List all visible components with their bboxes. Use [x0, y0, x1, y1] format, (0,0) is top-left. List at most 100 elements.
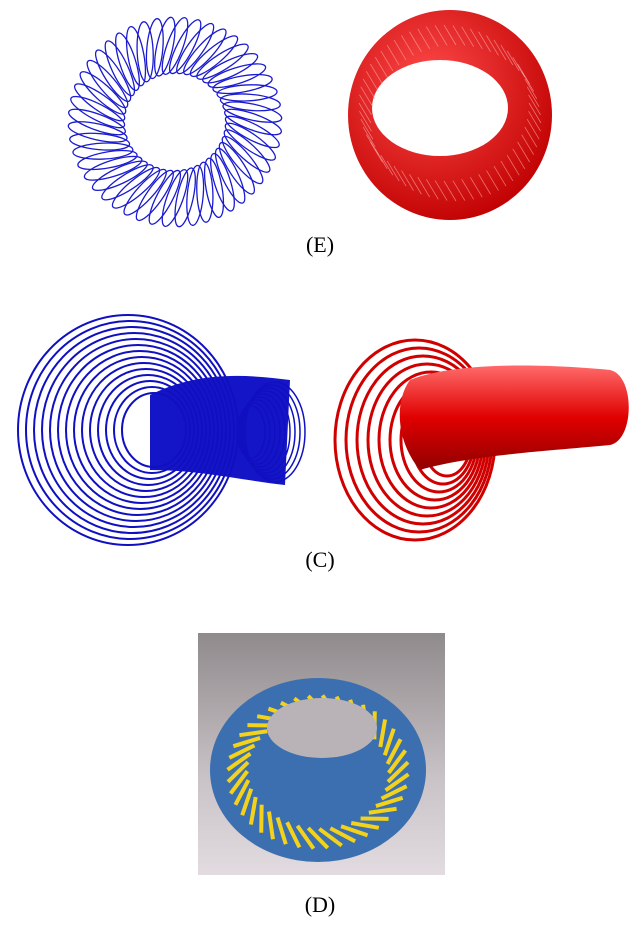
wire-ring [207, 63, 267, 89]
wire-ring [65, 350, 215, 510]
wire-ring [89, 368, 203, 492]
wire-ring [81, 362, 207, 498]
wire-ring [218, 141, 256, 195]
stripe [486, 35, 499, 56]
stripe [461, 26, 475, 47]
stripe [306, 826, 330, 850]
wire-ring [97, 374, 199, 486]
wire-ring [86, 59, 129, 109]
stripe [443, 24, 457, 46]
stripe [228, 743, 256, 760]
wire-ring [104, 40, 136, 97]
stripe [386, 44, 400, 66]
stripe [240, 788, 254, 816]
wire-ring [224, 122, 276, 161]
stripe [417, 176, 431, 198]
stripe [526, 119, 540, 140]
wire-ring [244, 381, 306, 483]
stripe [275, 816, 288, 845]
wire-ring [202, 53, 259, 84]
stripe [359, 110, 372, 132]
stripe [500, 160, 514, 182]
wire-ring [69, 132, 131, 151]
stripe [360, 119, 374, 140]
wire-ring [221, 135, 264, 185]
stripe [486, 170, 499, 191]
wire-ring [237, 402, 271, 462]
stripe [493, 165, 507, 187]
wire-ring [183, 28, 227, 76]
stripe [401, 35, 414, 56]
stripe [375, 795, 404, 809]
wire-ring [174, 167, 196, 228]
red-tube [399, 365, 629, 470]
stripe [370, 63, 383, 85]
wire-ring [242, 387, 296, 477]
stripe [368, 806, 397, 815]
stripe [239, 729, 268, 738]
photo-hole [267, 698, 377, 758]
wire-ring [236, 405, 266, 459]
panel-label: (D) [305, 892, 336, 917]
stripe [517, 141, 530, 163]
stripe [461, 179, 475, 200]
stripe [378, 719, 388, 748]
wire-ring [145, 18, 164, 80]
stripe [425, 26, 439, 47]
wire-ring [224, 115, 280, 149]
blue-torus [67, 16, 283, 228]
wire-ring [168, 19, 202, 75]
stripe [409, 31, 422, 52]
wire-ring [240, 393, 286, 471]
stripe [285, 821, 302, 849]
stripe [452, 180, 466, 201]
wire-ring [113, 386, 191, 474]
stripe [506, 154, 520, 176]
wire-ring [74, 83, 126, 122]
wire-ring [239, 396, 281, 468]
wire-ring [203, 157, 225, 219]
stripe [434, 25, 448, 46]
stripe [362, 78, 376, 100]
stripe [232, 735, 261, 749]
wire-ring [212, 73, 273, 95]
stripe [478, 31, 491, 52]
stripe [528, 102, 542, 124]
stripe [380, 784, 408, 801]
stripe [393, 39, 407, 61]
wire-ring [123, 168, 167, 216]
wire-ring [219, 93, 281, 112]
wire-ring [224, 108, 282, 136]
stripe [393, 165, 407, 187]
stripe [417, 28, 431, 50]
stripe [340, 824, 369, 838]
stripe [401, 170, 414, 191]
panel-label: (E) [306, 232, 334, 257]
red-torus [348, 10, 552, 220]
red-stripes [358, 24, 542, 202]
wire-ring [241, 390, 291, 474]
stripe [228, 769, 249, 795]
stripe [362, 126, 376, 148]
stripe [358, 102, 372, 124]
stripe [318, 827, 343, 848]
stripe [384, 772, 410, 793]
stripe [366, 71, 379, 92]
stripe [386, 160, 400, 182]
wire-ring [148, 169, 182, 225]
stripe [226, 760, 250, 784]
wire-ring [83, 155, 143, 181]
wire-ring [186, 164, 205, 226]
wire-ring [79, 71, 127, 115]
wire-ring [238, 399, 276, 465]
wire-ring [72, 142, 134, 160]
stripe [524, 78, 538, 100]
stripe [380, 154, 394, 176]
stripe [493, 39, 507, 61]
wire-ring [189, 35, 239, 78]
stripe [512, 148, 526, 170]
stripe [524, 126, 538, 148]
wire-ring [111, 166, 161, 209]
wire-ring [176, 22, 215, 75]
